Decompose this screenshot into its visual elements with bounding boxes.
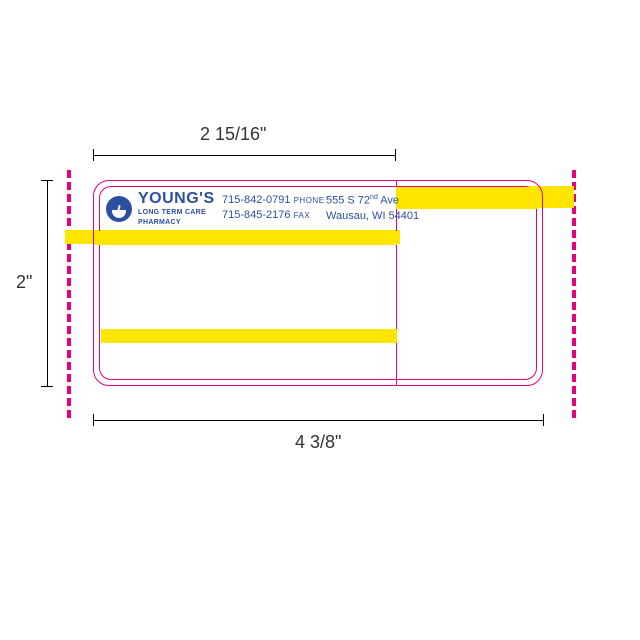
phone-number: 715-842-0791 [222, 194, 291, 206]
phone-line: 715-842-0791 PHONE [222, 193, 325, 208]
phone-label: PHONE [294, 196, 325, 205]
dim-bottom-label: 4 3/8" [295, 432, 341, 453]
yellow-bar-lower [101, 329, 397, 343]
dim-top-tick-right [395, 149, 396, 161]
dim-top-tick-left [93, 149, 94, 161]
dim-bottom-tick-left [93, 414, 94, 426]
yellow-bar-upper-in [94, 231, 397, 245]
brand-sub2: PHARMACY [138, 219, 215, 227]
fax-label: FAX [294, 211, 311, 220]
dim-left-label: 2" [16, 272, 32, 293]
dim-bottom-tick-right [543, 414, 544, 426]
contact-phone-fax: 715-842-0791 PHONE 715-845-2176 FAX [222, 193, 325, 223]
address-line-1: 555 S 72nd Ave [326, 193, 419, 209]
dim-top-line [93, 155, 395, 156]
dim-left-tick-bottom [41, 386, 53, 387]
brand-block: YOUNG'S LONG TERM CARE PHARMACY [106, 191, 215, 226]
fax-number: 715-845-2176 [222, 209, 291, 221]
perforation-left [67, 170, 71, 418]
fax-line: 715-845-2176 FAX [222, 208, 325, 223]
brand-text: YOUNG'S LONG TERM CARE PHARMACY [138, 191, 215, 226]
mortar-icon [112, 210, 126, 218]
address-line-2: Wausau, WI 54401 [326, 209, 419, 224]
diagram-stage: 2 15/16" 2" YOUNG'S LONG TERM CARE PHAR [0, 0, 640, 640]
brand-name: YOUNG'S [138, 191, 215, 207]
dim-top-label: 2 15/16" [200, 124, 266, 145]
label-card: YOUNG'S LONG TERM CARE PHARMACY 715-842-… [93, 180, 543, 386]
brand-sub1: LONG TERM CARE [138, 209, 215, 217]
dim-left-tick-top [41, 180, 53, 181]
dim-bottom-line [93, 420, 543, 421]
dim-left-line [47, 180, 48, 386]
logo-icon [106, 196, 132, 222]
contact-address: 555 S 72nd Ave Wausau, WI 54401 [326, 193, 419, 223]
